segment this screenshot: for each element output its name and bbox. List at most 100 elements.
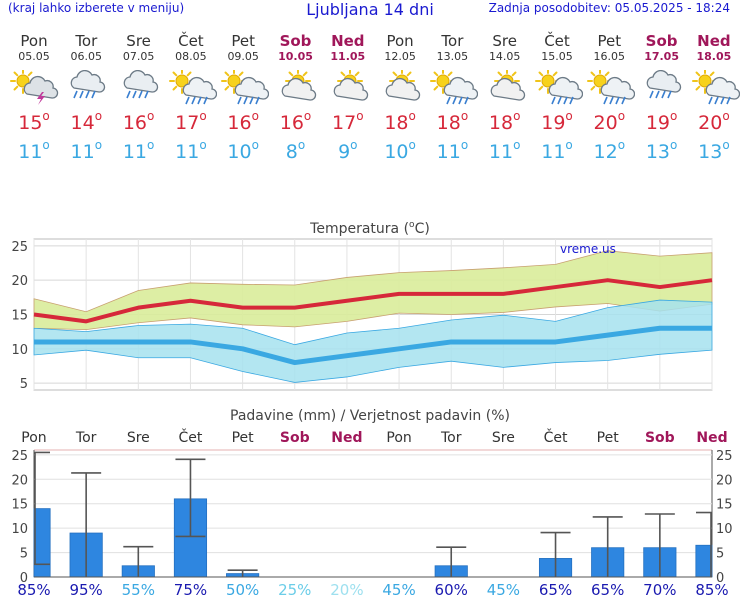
sun-cloud-rain-icon	[688, 68, 740, 106]
cloud-rain-icon	[60, 69, 112, 106]
max-temperature: 20o	[698, 109, 730, 134]
y-tick-label-left: 25	[11, 449, 28, 464]
x-tick-label: Pet	[232, 430, 255, 446]
day-name: Sob	[279, 32, 312, 50]
day-date: 12.05	[384, 50, 416, 63]
day-date: 06.05	[70, 50, 103, 63]
x-tick-label: Čet	[544, 428, 568, 446]
min-temperature: 11o	[436, 138, 469, 163]
y-tick-label-left: 10	[11, 522, 28, 537]
precipitation-probability: 60%	[435, 581, 468, 595]
day-name: Ned	[697, 32, 731, 50]
y-tick-label: 20	[11, 274, 28, 289]
location-menu-hint[interactable]: (kraj lahko izberete v meniju)	[8, 1, 185, 15]
x-tick-label: Ned	[696, 430, 727, 446]
day-date: 13.05	[436, 50, 469, 63]
min-temperature: 11o	[122, 138, 155, 163]
day-header: Sob 10.05	[270, 32, 322, 64]
x-tick-label: Tor	[75, 430, 97, 446]
page-header: (kraj lahko izberete v meniju) Ljubljana…	[0, 0, 740, 22]
day-date: 07.05	[122, 50, 155, 63]
sun-cloud-rain-icon	[583, 68, 636, 106]
min-temperature: 11o	[18, 138, 50, 163]
y-tick-label: 25	[11, 240, 28, 255]
x-tick-label: Sre	[127, 430, 150, 446]
day-date: 15.05	[541, 50, 573, 63]
precipitation-probability: 45%	[487, 581, 520, 595]
precipitation-probability: 65%	[539, 581, 572, 595]
y-tick-label: 15	[11, 309, 28, 324]
sun-cloud-rain-icon	[426, 68, 479, 106]
day-date: 08.05	[175, 50, 207, 63]
y-tick-label-left: 5	[20, 547, 28, 562]
sun-cloud-thunder-icon	[8, 68, 60, 106]
min-temperature-line	[34, 325, 712, 366]
y-tick-label-right: 25	[716, 449, 733, 464]
partly-cloudy-icon	[479, 68, 531, 106]
sun-cloud-rain-icon	[217, 68, 270, 106]
cloud-rain-icon	[113, 69, 165, 106]
precipitation-probability: 70%	[643, 581, 676, 595]
sun-cloud-rain-icon	[165, 68, 218, 106]
min-temperature: 13o	[645, 138, 678, 163]
min-temperature: 10o	[227, 138, 259, 163]
day-name: Sre	[492, 32, 517, 50]
day-date: 05.05	[18, 50, 50, 63]
day-name: Pet	[231, 32, 255, 50]
y-tick-label-right: 0	[716, 571, 724, 586]
day-name: Tor	[441, 32, 464, 50]
page-title: Ljubljana 14 dni	[306, 0, 434, 19]
max-temperature: 15o	[18, 109, 50, 134]
precipitation-probability: 85%	[695, 581, 728, 595]
precipitation-probability: 95%	[69, 581, 102, 595]
x-tick-label: Sob	[645, 430, 675, 446]
precipitation-probability: 55%	[122, 581, 155, 595]
day-header: Pet 09.05	[217, 32, 269, 64]
day-date: 17.05	[644, 50, 679, 63]
min-temperature: 10o	[384, 138, 416, 163]
min-temperature-range-band	[33, 299, 713, 383]
y-tick-label-right: 15	[716, 498, 733, 513]
day-header: Čet 15.05	[531, 33, 583, 64]
partly-cloudy-icon	[322, 68, 374, 106]
day-name: Sob	[645, 32, 678, 50]
x-tick-label: Pet	[597, 430, 620, 446]
day-name: Pon	[20, 32, 48, 50]
x-tick-label: Tor	[440, 430, 462, 446]
max-temperature: 18o	[488, 109, 521, 134]
max-temperature: 16o	[227, 109, 259, 134]
day-name: Pon	[386, 32, 414, 50]
day-header: Čet 08.05	[165, 32, 217, 64]
day-header: Sre 07.05	[113, 33, 165, 64]
y-tick-label-left: 20	[11, 473, 28, 488]
day-date: 16.05	[593, 50, 626, 63]
precipitation-probability: 85%	[17, 581, 50, 595]
min-temperature: 9o	[338, 138, 358, 163]
x-tick-label: Sob	[280, 430, 310, 446]
max-temperature: 16o	[279, 109, 312, 134]
x-tick-label: Pon	[21, 430, 46, 446]
x-tick-label: Ned	[331, 430, 362, 446]
day-date: 18.05	[696, 50, 732, 63]
day-name: Tor	[75, 32, 98, 50]
temperature-chart-title: Temperatura (oC)	[309, 220, 430, 237]
min-temperature: 8o	[285, 138, 306, 163]
max-temperature: 17o	[175, 109, 207, 134]
partly-cloudy-icon	[270, 68, 322, 106]
day-header: Pon 12.05	[374, 32, 426, 64]
max-temperature: 19o	[645, 109, 678, 134]
day-header: Pet 16.05	[583, 33, 635, 64]
precipitation-probability: 75%	[174, 581, 207, 595]
min-temperature: 11o	[488, 138, 521, 163]
max-temperature: 18o	[436, 109, 469, 134]
y-tick-label-right: 20	[716, 473, 733, 488]
day-name: Ned	[331, 32, 365, 50]
day-name: Čet	[178, 32, 204, 50]
partly-cloudy-icon	[374, 68, 426, 106]
y-tick-label: 5	[20, 377, 28, 392]
day-date: 10.05	[278, 50, 313, 63]
max-temperature-line	[33, 278, 713, 324]
y-tick-label-right: 5	[716, 547, 724, 562]
precipitation-probability: 50%	[226, 581, 259, 595]
last-updated: Zadnja posodobitev: 05.05.2025 - 18:24	[488, 1, 730, 15]
